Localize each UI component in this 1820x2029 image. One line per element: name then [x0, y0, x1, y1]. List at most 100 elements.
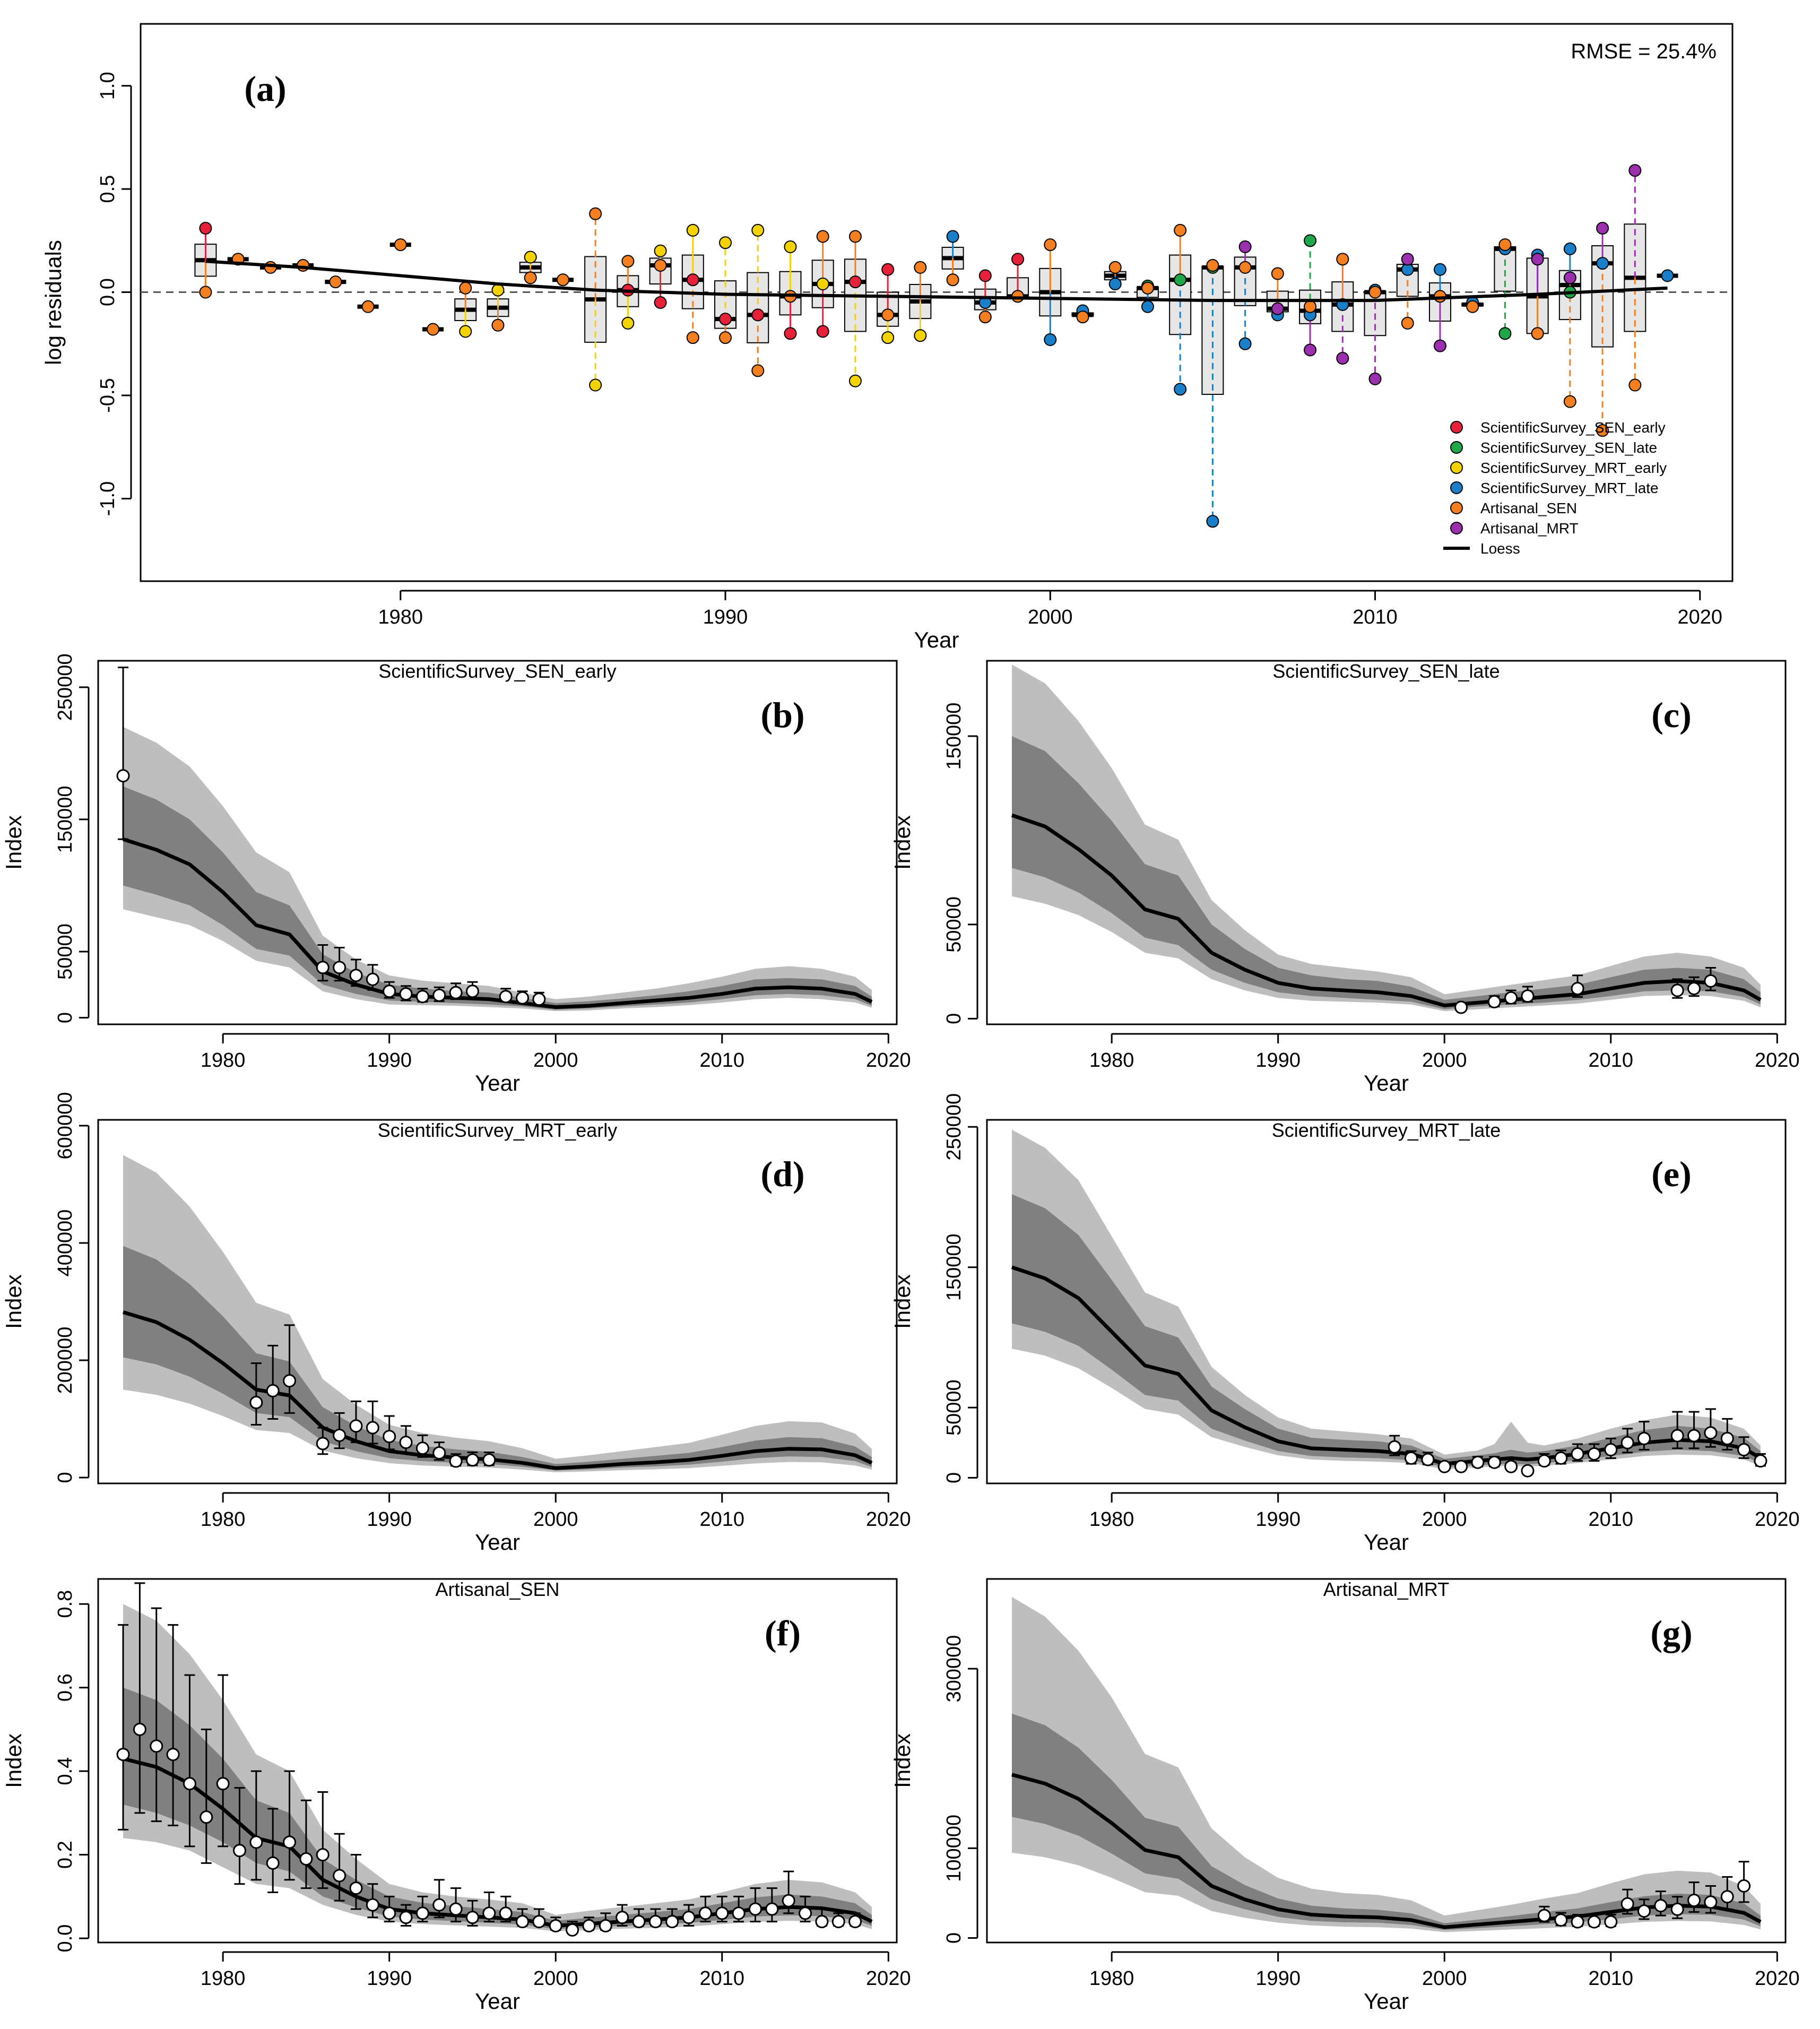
panel-c-obs-point: [1504, 991, 1518, 1005]
panel-b-obs-point: [415, 990, 429, 1004]
panel-a-residual-point: [784, 240, 797, 253]
panel-a-residual-point: [1563, 242, 1576, 255]
panel-a-residual-point: [1304, 300, 1317, 313]
panel-a-residual-point: [459, 281, 472, 295]
panel-a-residual-point: [816, 325, 829, 338]
panel-f-obs-point: [449, 1902, 463, 1916]
panel-g-x-tick-label: 2010: [1589, 1967, 1634, 1990]
panel-a-residual-point: [1336, 253, 1349, 266]
panel-a-residual-point: [881, 331, 895, 344]
panel-f-obs-point: [499, 1906, 513, 1920]
panel-e-y-tick-label: 150000: [943, 1233, 965, 1301]
panel-g-obs-point: [1537, 1909, 1551, 1922]
panel-f-obs-point: [316, 1848, 330, 1862]
panel-f-y-tick-label: 0.4: [54, 1757, 76, 1785]
panel-d-obs-point: [349, 1419, 363, 1433]
panel-a-legend-marker: [1450, 481, 1463, 494]
panel-a-residual-point: [1206, 259, 1219, 272]
panel-f-obs-point: [782, 1894, 795, 1907]
panel-f-y-tick-label: 0.6: [54, 1673, 76, 1702]
panel-a-residual-point: [491, 318, 505, 332]
panel-g-x-tick-label: 1990: [1255, 1967, 1301, 1990]
panel-b-obs-point: [383, 985, 396, 998]
panel-g-y-tick-label: 300000: [943, 1635, 965, 1703]
panel-d-y-tick-label: 200000: [54, 1327, 76, 1394]
panel-a-residual-point: [1174, 383, 1187, 396]
panel-f-obs-point: [831, 1915, 845, 1929]
panel-d-obs-point: [449, 1454, 463, 1468]
panel-a-residual-point: [1368, 286, 1382, 299]
panel-a-residual-point: [1661, 269, 1674, 282]
panel-a-residual-point: [1628, 164, 1642, 177]
panel-f-obs-point: [349, 1881, 363, 1895]
panel-a-residual-point: [784, 327, 797, 340]
panel-d-title: ScientificSurvey_MRT_early: [378, 1119, 618, 1141]
panel-a-residual-box: [1201, 265, 1224, 395]
panel-g-obs-point: [1704, 1895, 1718, 1909]
panel-a-residual-point: [1141, 281, 1154, 295]
panel-g-panel-label: (g): [1650, 1613, 1692, 1653]
panel-d-obs-point: [415, 1441, 429, 1455]
panel-c-plot-frame: [986, 660, 1787, 1025]
panel-c-title: ScientificSurvey_SEN_late: [1272, 660, 1500, 682]
panel-g-obs-point: [1737, 1879, 1751, 1893]
panel-a-plot-frame: [140, 23, 1734, 582]
panel-d-obs-point: [249, 1396, 263, 1410]
panel-g-obs-point: [1687, 1894, 1701, 1907]
panel-a-loess-line: [205, 260, 1668, 303]
panel-d-x-tick-label: 2020: [866, 1508, 911, 1531]
panel-f-obs-point: [815, 1915, 829, 1929]
panel-e-obs-point: [1687, 1429, 1701, 1443]
panel-f-obs-point: [166, 1748, 180, 1762]
panel-b-y-tick-label: 250000: [54, 653, 76, 721]
panel-g-x-tick-label: 2000: [1422, 1967, 1467, 1990]
panel-a-legend-marker: [1450, 421, 1463, 434]
panel-f-y-tick-label: 0.8: [54, 1590, 76, 1618]
panel-a-residual-point: [556, 273, 569, 287]
panel-e-x-tick-label: 2020: [1755, 1508, 1800, 1531]
panel-c-obs-point: [1687, 982, 1701, 996]
panel-f-obs-point: [216, 1777, 230, 1791]
panel-f-obs-point: [299, 1852, 313, 1866]
panel-e-obs-point: [1737, 1443, 1751, 1457]
panel-a-residual-point: [1433, 263, 1446, 276]
panel-a-residual-point: [1563, 271, 1576, 284]
panel-b-obs-point: [399, 987, 413, 1001]
panel-a-legend-label: ScientificSurvey_MRT_early: [1480, 460, 1667, 476]
panel-e-obs-point: [1704, 1426, 1718, 1440]
panel-e-obs-point: [1754, 1454, 1767, 1468]
panel-c-obs-point: [1521, 989, 1535, 1003]
panel-b-plot-frame: [97, 660, 898, 1025]
panel-a-residual-point: [1433, 339, 1446, 352]
panel-b-inner-band: [123, 786, 872, 1010]
panel-b-obs-point: [349, 969, 363, 982]
panel-g: 1980 1990 2000 2010 2020 0 100000 300000 Year Ind…: [890, 1578, 1800, 2014]
panel-f-x-tick-label: 2000: [533, 1967, 578, 1990]
panel-g-outer-band: [1012, 1596, 1761, 1932]
panel-g-obs-point: [1654, 1899, 1668, 1913]
panel-c-x-tick-label: 2010: [1589, 1049, 1634, 1072]
panel-a-residual-point: [978, 310, 992, 324]
panel-d-plot-frame: [97, 1119, 898, 1484]
panel-b-y-tick-label: 150000: [54, 786, 76, 853]
panel-d-y-tick-label: 600000: [54, 1092, 76, 1160]
panel-c-obs-point: [1454, 1000, 1468, 1014]
panel-b-x-tick-label: 1980: [201, 1049, 246, 1072]
panel-c-obs-point: [1704, 974, 1718, 988]
panel-a-residual-point: [686, 331, 699, 344]
panel-g-obs-point: [1620, 1897, 1634, 1911]
panel-a-y-tick-label: 0.0: [97, 278, 119, 306]
panel-a-residual-point: [199, 286, 212, 299]
panel-e-obs-point: [1604, 1443, 1618, 1457]
panel-f-obs-point: [748, 1902, 762, 1916]
panel-a-y-tick-label: -0.5: [97, 378, 119, 412]
panel-f-obs-point: [715, 1906, 729, 1920]
panel-e-obs-point: [1637, 1431, 1651, 1445]
panel-a-residual-point: [1531, 327, 1544, 340]
panel-f-title: Artisanal_SEN: [435, 1578, 559, 1600]
panel-a-residual-box: [747, 272, 769, 343]
panel-e-obs-point: [1454, 1460, 1468, 1473]
panel-a-residual-point: [524, 271, 537, 284]
panel-f-x-tick-label: 1990: [367, 1967, 412, 1990]
panel-a-legend-label: Loess: [1480, 540, 1520, 557]
